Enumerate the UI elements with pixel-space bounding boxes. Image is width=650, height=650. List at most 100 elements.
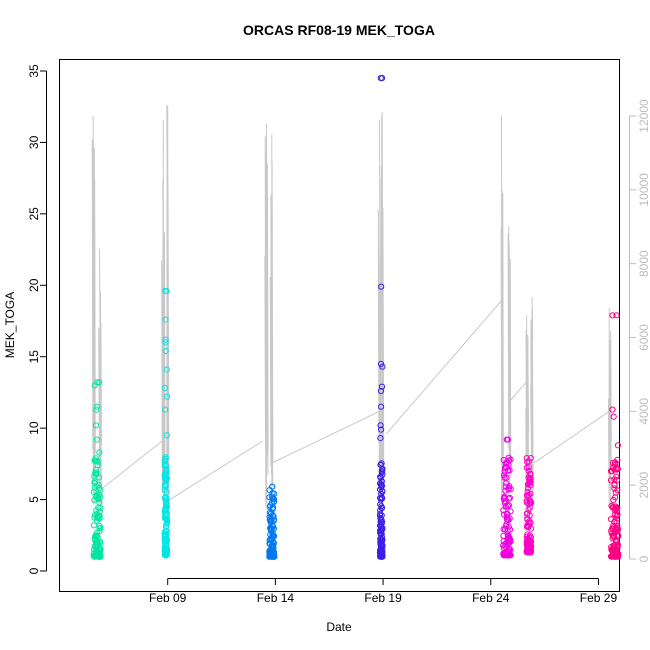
data-point-rf11: [378, 539, 385, 547]
altitude-profile: [161, 119, 166, 513]
data-point-rf08: [91, 480, 98, 487]
y-tick-label: 5: [27, 496, 41, 503]
data-point-rf09: [161, 536, 168, 543]
data-point-rf09: [162, 336, 169, 343]
y-tick-label: 0: [27, 567, 41, 574]
data-point-rf12: [505, 461, 512, 468]
data-point-rf08: [95, 495, 102, 502]
data-point-rf13: [523, 455, 530, 462]
data-point-rf14: [609, 406, 616, 413]
data-point-rf08: [93, 507, 100, 514]
data-point-rf12: [504, 510, 511, 518]
data-point-rf09: [161, 534, 168, 541]
data-point-rf08: [96, 474, 103, 481]
data-point-rf13: [524, 510, 531, 517]
data-point-rf11: [378, 523, 385, 530]
data-point-rf12: [505, 502, 512, 509]
data-point-rf13: [524, 537, 531, 544]
data-point-rf10: [266, 494, 273, 501]
data-point-rf11: [377, 528, 384, 535]
data-point-rf12: [504, 436, 511, 443]
data-point-rf11: [379, 495, 386, 502]
altitude-profile: [264, 123, 269, 507]
data-point-rf13: [526, 549, 533, 556]
data-point-rf09: [163, 469, 170, 476]
data-point-rf11: [377, 550, 384, 557]
x-tick-label: Feb 19: [364, 591, 402, 605]
data-point-rf11: [377, 387, 385, 395]
data-point-rf14: [614, 511, 621, 518]
data-point-rf10: [271, 498, 278, 505]
data-point-rf14: [610, 504, 617, 511]
data-point-rf13: [525, 506, 532, 513]
data-point-rf12: [502, 522, 509, 530]
y2-tick-label: 10000: [637, 173, 650, 207]
data-point-rf14: [609, 312, 616, 319]
data-point-rf11: [377, 435, 384, 442]
data-point-rf13: [524, 459, 531, 466]
data-point-rf12: [505, 517, 512, 524]
data-point-rf08: [92, 543, 100, 550]
data-point-rf14: [607, 516, 615, 523]
data-point-rf09: [162, 483, 169, 490]
data-point-rf14: [610, 496, 617, 504]
altitude-profile: [98, 248, 102, 505]
chart-title: ORCAS RF08-19 MEK_TOGA: [243, 22, 435, 38]
data-point-rf09: [162, 339, 169, 346]
altitude-segment: [271, 410, 380, 464]
data-point-rf14: [611, 476, 618, 483]
data-point-rf10: [268, 543, 275, 550]
data-point-rf11: [377, 474, 384, 481]
data-point-rf14: [613, 519, 620, 526]
data-point-rf08: [92, 470, 99, 477]
data-point-rf14: [608, 553, 615, 560]
data-point-rf08: [94, 379, 101, 386]
data-point-rf13: [526, 538, 534, 545]
altitude-segment: [510, 381, 528, 401]
data-point-rf08: [90, 522, 98, 529]
data-point-rf10: [270, 516, 277, 523]
data-point-rf14: [613, 505, 620, 512]
data-point-rf12: [507, 486, 514, 493]
data-point-rf12: [506, 483, 513, 490]
data-point-rf11: [379, 75, 386, 82]
data-point-rf11: [379, 363, 386, 370]
data-point-rf10: [270, 532, 277, 539]
data-point-rf11: [378, 490, 385, 498]
y-tick-label: 25: [27, 207, 41, 221]
data-point-rf14: [613, 512, 620, 519]
data-point-rf09: [163, 541, 170, 548]
data-point-rf09: [161, 487, 168, 494]
altitude-segment: [91, 440, 163, 497]
data-point-rf12: [500, 507, 507, 514]
data-point-rf14: [609, 464, 617, 471]
data-point-rf14: [614, 504, 621, 511]
data-point-rf14: [613, 539, 620, 546]
x-axis-label: Date: [326, 620, 352, 634]
data-point-rf13: [527, 519, 534, 527]
data-point-rf10: [270, 553, 278, 560]
y-tick-label: 30: [27, 135, 41, 149]
data-point-rf11: [378, 283, 385, 290]
data-point-rf12: [503, 552, 510, 559]
data-point-rf14: [610, 413, 617, 420]
altitude-segment: [386, 300, 502, 434]
data-point-rf11: [379, 542, 386, 549]
y2-tick-label: 6000: [637, 324, 650, 351]
data-point-rf09: [163, 366, 170, 373]
data-point-rf10: [267, 525, 274, 532]
data-point-rf10: [267, 549, 275, 556]
data-point-rf14: [611, 485, 618, 492]
data-point-rf09: [163, 495, 170, 502]
data-point-rf13: [527, 479, 534, 486]
data-point-rf10: [269, 536, 276, 543]
data-point-rf11: [379, 526, 386, 533]
data-point-rf13: [524, 485, 532, 492]
data-point-rf08: [90, 546, 98, 553]
data-point-rf13: [525, 474, 532, 481]
y2-tick-label: 2000: [637, 471, 650, 498]
x-tick-label: Feb 09: [149, 591, 187, 605]
data-point-rf14: [614, 522, 621, 529]
data-point-rf11: [378, 530, 385, 538]
